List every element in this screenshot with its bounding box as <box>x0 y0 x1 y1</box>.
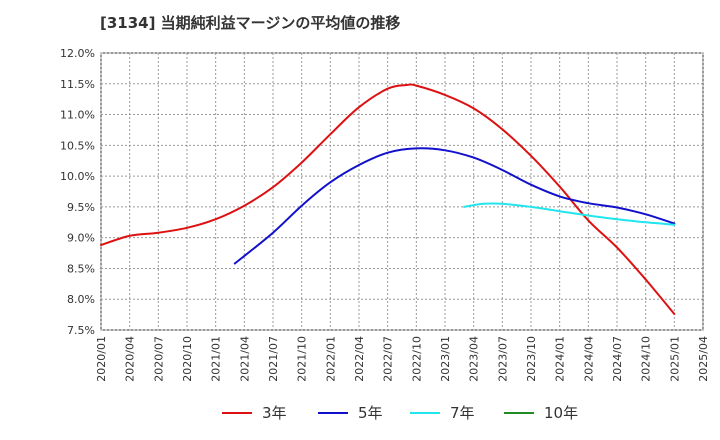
x-tick-label: 2020/07 <box>152 336 165 382</box>
x-axis-ticks: 2020/01 2020/04 2020/07 2020/10 2021/01 2021/… <box>95 336 710 382</box>
x-tick-label: 2023/04 <box>468 336 481 382</box>
y-tick-label: 9.0% <box>67 232 95 245</box>
x-tick-label: 2022/01 <box>324 336 337 382</box>
x-tick-label: 2021/10 <box>296 336 309 382</box>
legend-label-7y: 7年 <box>450 404 475 422</box>
plot-background <box>100 52 704 331</box>
y-tick-label: 8.0% <box>67 293 95 306</box>
y-tick-label: 11.5% <box>60 78 95 91</box>
x-tick-label: 2024/04 <box>582 336 595 382</box>
y-tick-label: 7.5% <box>67 324 95 337</box>
x-tick-label: 2023/10 <box>525 336 538 382</box>
x-tick-label: 2024/07 <box>611 336 624 382</box>
x-tick-label: 2024/01 <box>554 336 567 382</box>
legend-item-10y: 10年 <box>504 402 578 423</box>
legend-swatch-7y <box>410 411 440 414</box>
chart-title: [3134] 当期純利益マージンの平均値の推移 <box>100 14 401 32</box>
x-tick-label: 2023/01 <box>439 336 452 382</box>
series-lines <box>100 83 676 315</box>
legend-swatch-5y <box>318 411 348 414</box>
legend-label-10y: 10年 <box>544 404 579 422</box>
legend-item-3y: 3年 <box>222 402 287 423</box>
legend-item-7y: 7年 <box>410 402 475 423</box>
x-tick-label: 2024/10 <box>640 336 653 382</box>
legend: 3年 5年 7年 10年 <box>0 402 720 426</box>
x-tick-label: 2022/07 <box>382 336 395 382</box>
series-line-5年 <box>233 147 676 265</box>
y-axis-ticks: 12.0% 11.5% 11.0% 10.5% 10.0% 9.5% 9.0% 8.5% 8.0… <box>60 47 95 337</box>
x-tick-label: 2023/07 <box>496 336 509 382</box>
y-tick-label: 10.0% <box>60 170 95 183</box>
x-tick-label: 2025/01 <box>668 336 681 382</box>
legend-label-3y: 3年 <box>262 404 287 422</box>
legend-label-5y: 5年 <box>358 404 383 422</box>
legend-item-5y: 5年 <box>318 402 383 423</box>
legend-swatch-3y <box>222 411 252 414</box>
x-tick-label: 2020/04 <box>124 336 137 382</box>
x-tick-label: 2021/01 <box>210 336 223 382</box>
line-chart: 12.0% 11.5% 11.0% 10.5% 10.0% 9.5% 9.0% 8.5% 8.0… <box>60 47 710 382</box>
x-tick-label: 2020/10 <box>181 336 194 382</box>
y-tick-label: 11.0% <box>60 109 95 122</box>
y-tick-label: 10.5% <box>60 139 95 152</box>
y-tick-label: 9.5% <box>67 201 95 214</box>
x-tick-label: 2021/07 <box>267 336 280 382</box>
x-tick-label: 2020/01 <box>95 336 108 382</box>
y-tick-label: 12.0% <box>60 47 95 60</box>
grid-lines <box>100 52 704 331</box>
x-tick-label: 2021/04 <box>238 336 251 382</box>
x-tick-label: 2022/04 <box>353 336 366 382</box>
x-tick-label: 2022/10 <box>410 336 423 382</box>
series-line-3年 <box>100 83 676 315</box>
legend-swatch-10y <box>504 411 534 414</box>
y-tick-label: 8.5% <box>67 262 95 275</box>
series-line-7年 <box>463 202 676 226</box>
x-tick-label: 2025/04 <box>697 336 710 382</box>
